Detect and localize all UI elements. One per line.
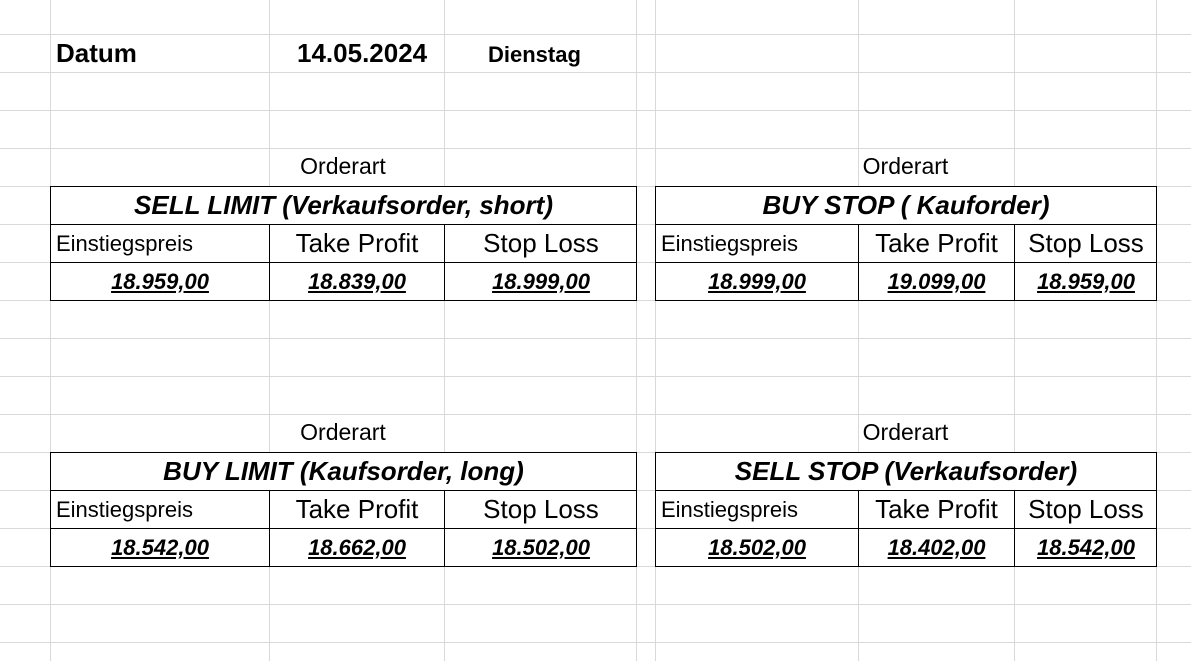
column-header[interactable]: Stop Loss [445,491,637,529]
order-table: BUY STOP ( Kauforder) Einstiegspreis 18.99… [655,186,1157,301]
datum-label[interactable]: Datum [56,38,137,68]
row-gridline [0,72,1191,73]
orderart-label[interactable]: Orderart [862,153,949,179]
stop-loss-value[interactable]: 18.959,00 [1037,268,1135,294]
weekday-cell[interactable]: Dienstag [488,42,581,67]
column-header[interactable]: Einstiegspreis [51,491,270,529]
column-gridline [655,0,656,661]
row-gridline [0,376,1191,377]
column-gridline [269,0,270,661]
order-type-title[interactable]: SELL LIMIT (Verkaufsorder, short) [51,187,636,225]
row-gridline [0,604,1191,605]
row-gridline [0,414,1191,415]
order-table: SELL STOP (Verkaufsorder) Einstiegspreis 1… [655,452,1157,567]
row-gridline [0,148,1191,149]
take-profit-value[interactable]: 18.839,00 [270,263,445,300]
stop-loss-value[interactable]: 18.542,00 [1037,534,1135,560]
column-gridline [858,0,859,661]
column-gridline [50,0,51,661]
entry-price-value[interactable]: 18.542,00 [51,529,270,566]
order-table: BUY LIMIT (Kaufsorder, long) Einstiegspre… [50,452,637,567]
date-cell[interactable]: 14.05.2024 [297,38,428,68]
column-header[interactable]: Stop Loss [445,225,637,263]
order-table: SELL LIMIT (Verkaufsorder, short) Einstie… [50,186,637,301]
column-header[interactable]: Take Profit [859,491,1015,529]
column-header[interactable]: Take Profit [859,225,1015,263]
take-profit-value[interactable]: 18.402,00 [859,529,1015,566]
entry-price-value[interactable]: 18.502,00 [656,529,859,566]
take-profit-value[interactable]: 19.099,00 [859,263,1015,300]
column-header[interactable]: Einstiegspreis [656,491,859,529]
orderart-label[interactable]: Orderart [300,153,386,179]
row-gridline [0,34,1191,35]
column-gridline [636,0,637,661]
order-type-title[interactable]: BUY LIMIT (Kaufsorder, long) [51,453,636,491]
orderart-label[interactable]: Orderart [862,419,949,445]
column-gridline [444,0,445,661]
column-header[interactable]: Take Profit [270,491,445,529]
column-header[interactable]: Stop Loss [1015,225,1157,263]
stop-loss-value[interactable]: 18.502,00 [492,534,590,560]
row-gridline [0,338,1191,339]
row-gridline [0,642,1191,643]
entry-price-value[interactable]: 18.959,00 [51,263,270,300]
order-type-title[interactable]: SELL STOP (Verkaufsorder) [656,453,1156,491]
entry-price-value[interactable]: 18.999,00 [656,263,859,300]
column-header[interactable]: Einstiegspreis [51,225,270,263]
row-gridline [0,110,1191,111]
column-header[interactable]: Einstiegspreis [656,225,859,263]
column-gridline [1156,0,1157,661]
column-header[interactable]: Stop Loss [1015,491,1157,529]
column-gridline [1014,0,1015,661]
order-type-title[interactable]: BUY STOP ( Kauforder) [656,187,1156,225]
take-profit-value[interactable]: 18.662,00 [270,529,445,566]
orderart-label[interactable]: Orderart [300,419,386,445]
column-header[interactable]: Take Profit [270,225,445,263]
stop-loss-value[interactable]: 18.999,00 [492,268,590,294]
